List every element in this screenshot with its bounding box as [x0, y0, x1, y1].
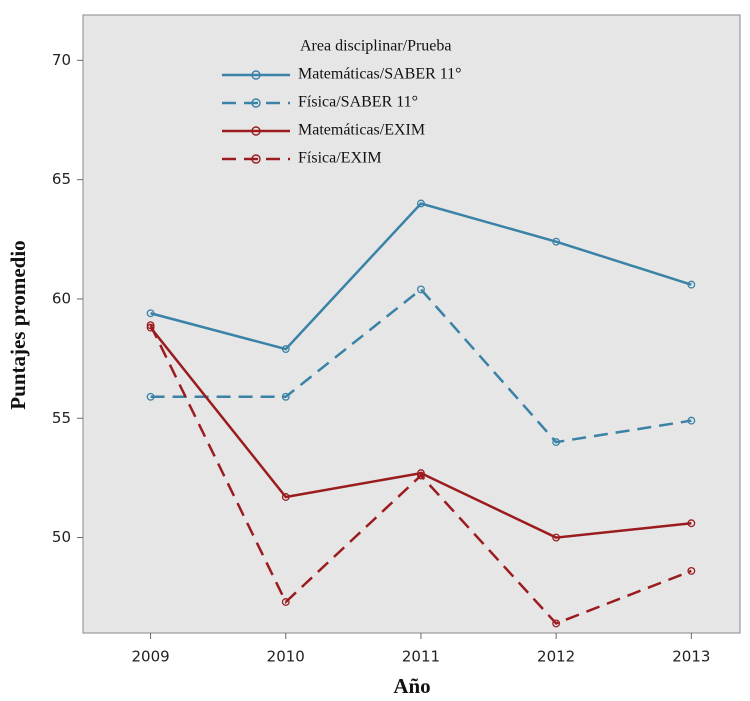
- legend-label: Matemáticas/SABER 11°: [298, 66, 462, 83]
- y-tick-label: 65: [52, 170, 71, 188]
- legend-marker: [251, 154, 261, 164]
- point: [146, 309, 155, 318]
- x-tick-label: 2010: [267, 648, 305, 666]
- x-axis-label: Año: [393, 674, 430, 698]
- point: [281, 493, 290, 501]
- point: [687, 416, 696, 425]
- series-line: [150, 287, 692, 444]
- x-tick-label: 2011: [402, 648, 440, 666]
- legend-label: Física/SABER 11°: [298, 94, 418, 111]
- y-tick-label: 50: [52, 528, 71, 546]
- x-tick-label: 2013: [672, 648, 710, 666]
- point: [552, 438, 561, 447]
- point: [281, 392, 290, 401]
- x-tick-label: 2009: [131, 648, 169, 666]
- y-tick-label: 55: [52, 409, 71, 427]
- point: [146, 321, 155, 330]
- point: [146, 392, 155, 401]
- point: [417, 285, 425, 294]
- legend-label: Matemáticas/EXIM: [298, 122, 425, 139]
- point: [281, 598, 290, 606]
- point: [146, 323, 155, 332]
- point: [281, 345, 290, 354]
- y-axis-label: Puntajes promedio: [6, 240, 30, 409]
- point: [687, 567, 696, 575]
- x-tick-label: 2012: [537, 648, 575, 666]
- series-line: [149, 324, 692, 625]
- legend-title: Area disciplinar/Prueba: [300, 38, 452, 55]
- point: [687, 519, 696, 528]
- point: [552, 619, 561, 628]
- series-line: [150, 202, 692, 351]
- legend-marker: [251, 98, 261, 108]
- legend-label: Física/EXIM: [298, 150, 382, 167]
- point: [417, 471, 425, 480]
- point: [417, 199, 425, 208]
- y-tick-label: 60: [52, 289, 71, 307]
- point: [552, 533, 561, 542]
- point: [687, 280, 696, 289]
- point: [552, 237, 561, 246]
- legend-marker: [251, 70, 261, 80]
- series-line: [149, 326, 692, 539]
- y-tick-label: 70: [52, 51, 71, 69]
- legend-marker: [251, 126, 261, 136]
